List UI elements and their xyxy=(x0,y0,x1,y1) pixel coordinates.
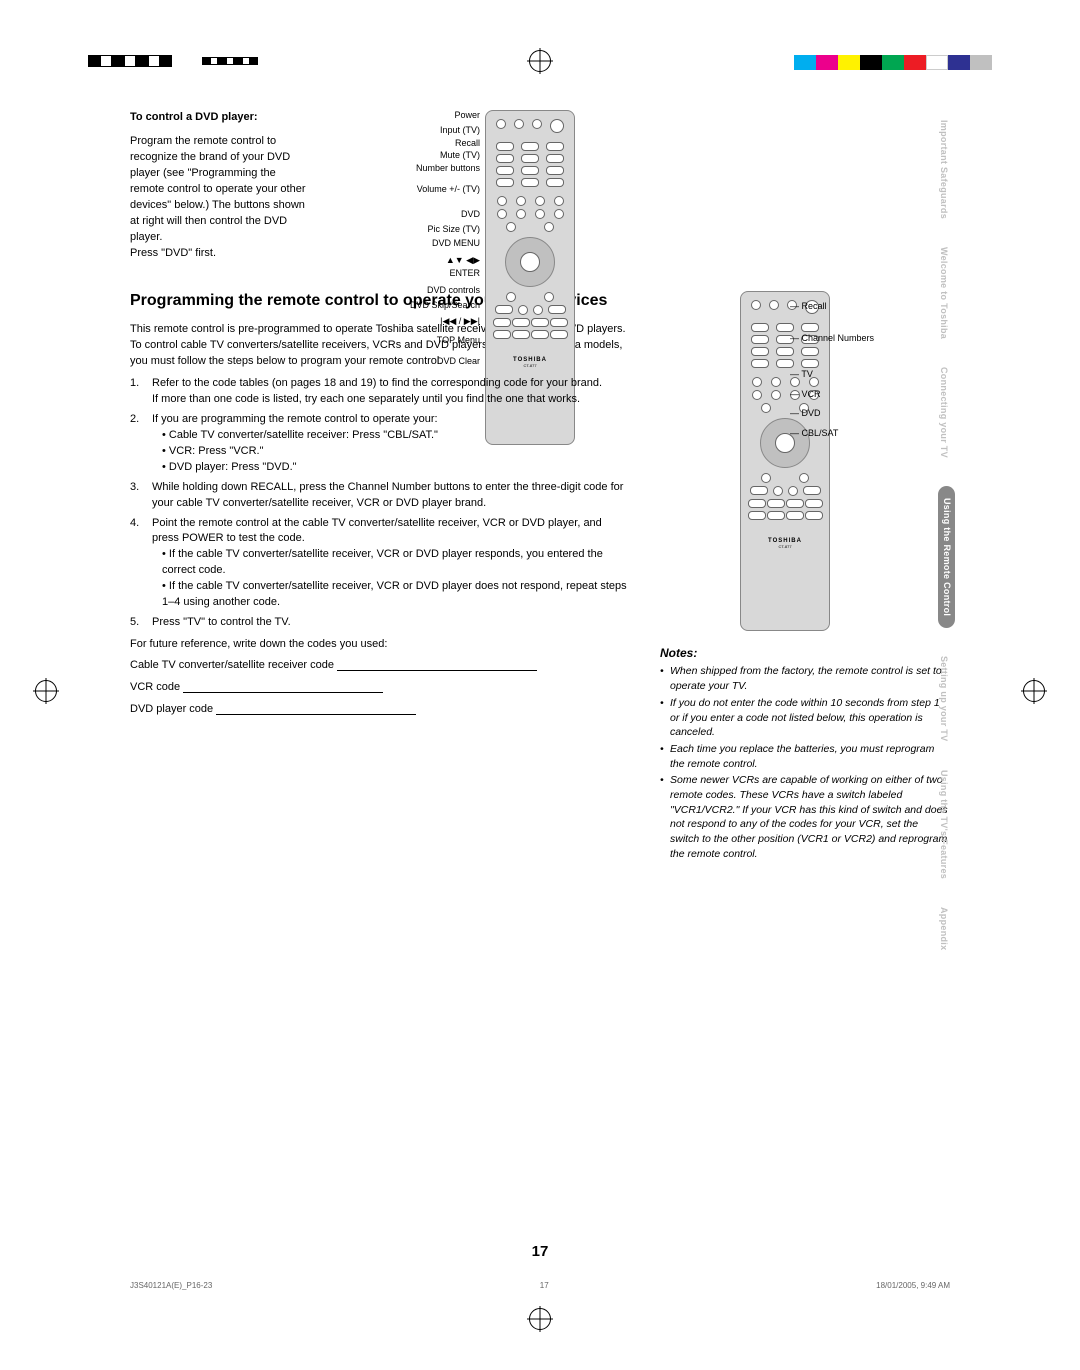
remote-label: Volume +/- (TV) xyxy=(330,184,480,195)
remote-label: DVD Skip/Search xyxy=(330,300,480,311)
code-entry-line: Cable TV converter/satellite receiver co… xyxy=(130,659,630,671)
registration-squares xyxy=(88,55,258,67)
remote-label: |◀◀ / ▶▶| xyxy=(330,316,480,327)
remote-label: Recall xyxy=(330,138,480,149)
note-item: When shipped from the factory, the remot… xyxy=(660,664,950,693)
remote-label: TOP Menu xyxy=(330,335,480,346)
section-tab: Important Safeguards xyxy=(938,120,949,219)
remote-label: DVD Clear xyxy=(330,356,480,367)
step-item: 1.Refer to the code tables (on pages 18 … xyxy=(130,376,630,408)
remote-label: Number buttons xyxy=(330,163,480,174)
dvd-press-note: Press "DVD" first. xyxy=(130,246,310,262)
code-entry-line: DVD player code xyxy=(130,703,630,715)
step-item: 3.While holding down RECALL, press the C… xyxy=(130,480,630,512)
notes-heading: Notes: xyxy=(660,646,950,660)
color-calibration-bar xyxy=(794,55,992,70)
step-sub-item: • Cable TV converter/satellite receiver:… xyxy=(152,428,630,444)
remote-label: DVD controls xyxy=(330,285,480,296)
section-tab: Setting up your TV xyxy=(938,656,949,741)
section-tab: Connecting your TV xyxy=(938,367,949,458)
remote2-label: — CBL/SAT xyxy=(790,428,874,440)
note-item: If you do not enter the code within 10 s… xyxy=(660,696,950,740)
remote-model: CT-877 xyxy=(492,363,568,368)
note-item: Each time you replace the batteries, you… xyxy=(660,742,950,771)
remote-label: ENTER xyxy=(330,268,480,279)
step-sub-item: • If the cable TV converter/satellite re… xyxy=(152,579,630,611)
footer-metadata: J3S40121A(E)_P16-23 17 18/01/2005, 9:49 … xyxy=(130,1281,950,1290)
dvd-control-section: To control a DVD player: Program the rem… xyxy=(130,110,950,261)
remote2-label: — VCR xyxy=(790,389,874,401)
page-number: 17 xyxy=(532,1243,549,1260)
crosshair-icon xyxy=(529,50,551,72)
remote-label: Power xyxy=(330,110,480,121)
note-item: Some newer VCRs are capable of working o… xyxy=(660,773,950,861)
step-item: 2.If you are programming the remote cont… xyxy=(130,412,630,476)
step-item: 5.Press "TV" to control the TV. xyxy=(130,615,630,631)
crosshair-right-icon xyxy=(1023,680,1045,702)
crosshair-bottom-icon xyxy=(529,1308,551,1330)
remote-label: Mute (TV) xyxy=(330,150,480,161)
section-tab: Appendix xyxy=(938,907,949,950)
remote-diagram-2: TOSHIBA CT-877 — Recall— Channel Numbers… xyxy=(690,291,880,631)
remote-label: Input (TV) xyxy=(330,125,480,136)
remote2-label: — Channel Numbers xyxy=(790,333,874,345)
remote-label: DVD xyxy=(330,209,480,220)
remote-label: ▲▼ ◀▶ xyxy=(330,255,480,266)
remote-label: DVD MENU xyxy=(330,238,480,249)
dvd-instructions: To control a DVD player: Program the rem… xyxy=(130,110,310,261)
section-tab: Using the TV's Features xyxy=(938,770,949,879)
remote2-callouts: — Recall — Channel Numbers — TV — VCR — DVD —… xyxy=(790,301,874,447)
step-sub-item: • DVD player: Press "DVD." xyxy=(152,460,630,476)
dvd-paragraph: Program the remote control to recognize … xyxy=(130,134,310,246)
remote-label: Pic Size (TV) xyxy=(330,224,480,235)
remote-model-2: CT-877 xyxy=(747,544,823,549)
steps-list: 1.Refer to the code tables (on pages 18 … xyxy=(130,376,630,631)
crosshair-left-icon xyxy=(35,680,57,702)
programming-section: Programming the remote control to operat… xyxy=(130,291,950,863)
page-content: To control a DVD player: Program the rem… xyxy=(130,110,950,1270)
footer-filename: J3S40121A(E)_P16-23 xyxy=(130,1281,212,1290)
future-reference: For future reference, write down the cod… xyxy=(130,637,630,653)
remote2-label: — Recall xyxy=(790,301,874,313)
section-tab: Using the Remote Control xyxy=(938,486,955,628)
section-tab: Welcome to Toshiba xyxy=(938,247,949,339)
remote2-label: — DVD xyxy=(790,408,874,420)
footer-page: 17 xyxy=(540,1281,549,1290)
code-entry-lines: Cable TV converter/satellite receiver co… xyxy=(130,659,630,715)
step-sub-item: • VCR: Press "VCR." xyxy=(152,444,630,460)
section-tabs: Important Safeguards Welcome to Toshiba Co… xyxy=(938,120,955,978)
footer-timestamp: 18/01/2005, 9:49 AM xyxy=(876,1281,950,1290)
step-sub-item: • If the cable TV converter/satellite re… xyxy=(152,547,630,579)
remote2-label: — TV xyxy=(790,369,874,381)
remote-labels: Power Input (TV) RecallMute (TV) Number but… xyxy=(330,110,480,371)
notes-list: When shipped from the factory, the remot… xyxy=(660,664,950,861)
remote-diagram-1: Power Input (TV) RecallMute (TV) Number but… xyxy=(330,110,615,261)
print-registration-marks xyxy=(0,55,1080,85)
dvd-heading: To control a DVD player: xyxy=(130,110,310,126)
code-entry-line: VCR code xyxy=(130,681,630,693)
step-item: 4.Point the remote control at the cable … xyxy=(130,516,630,612)
